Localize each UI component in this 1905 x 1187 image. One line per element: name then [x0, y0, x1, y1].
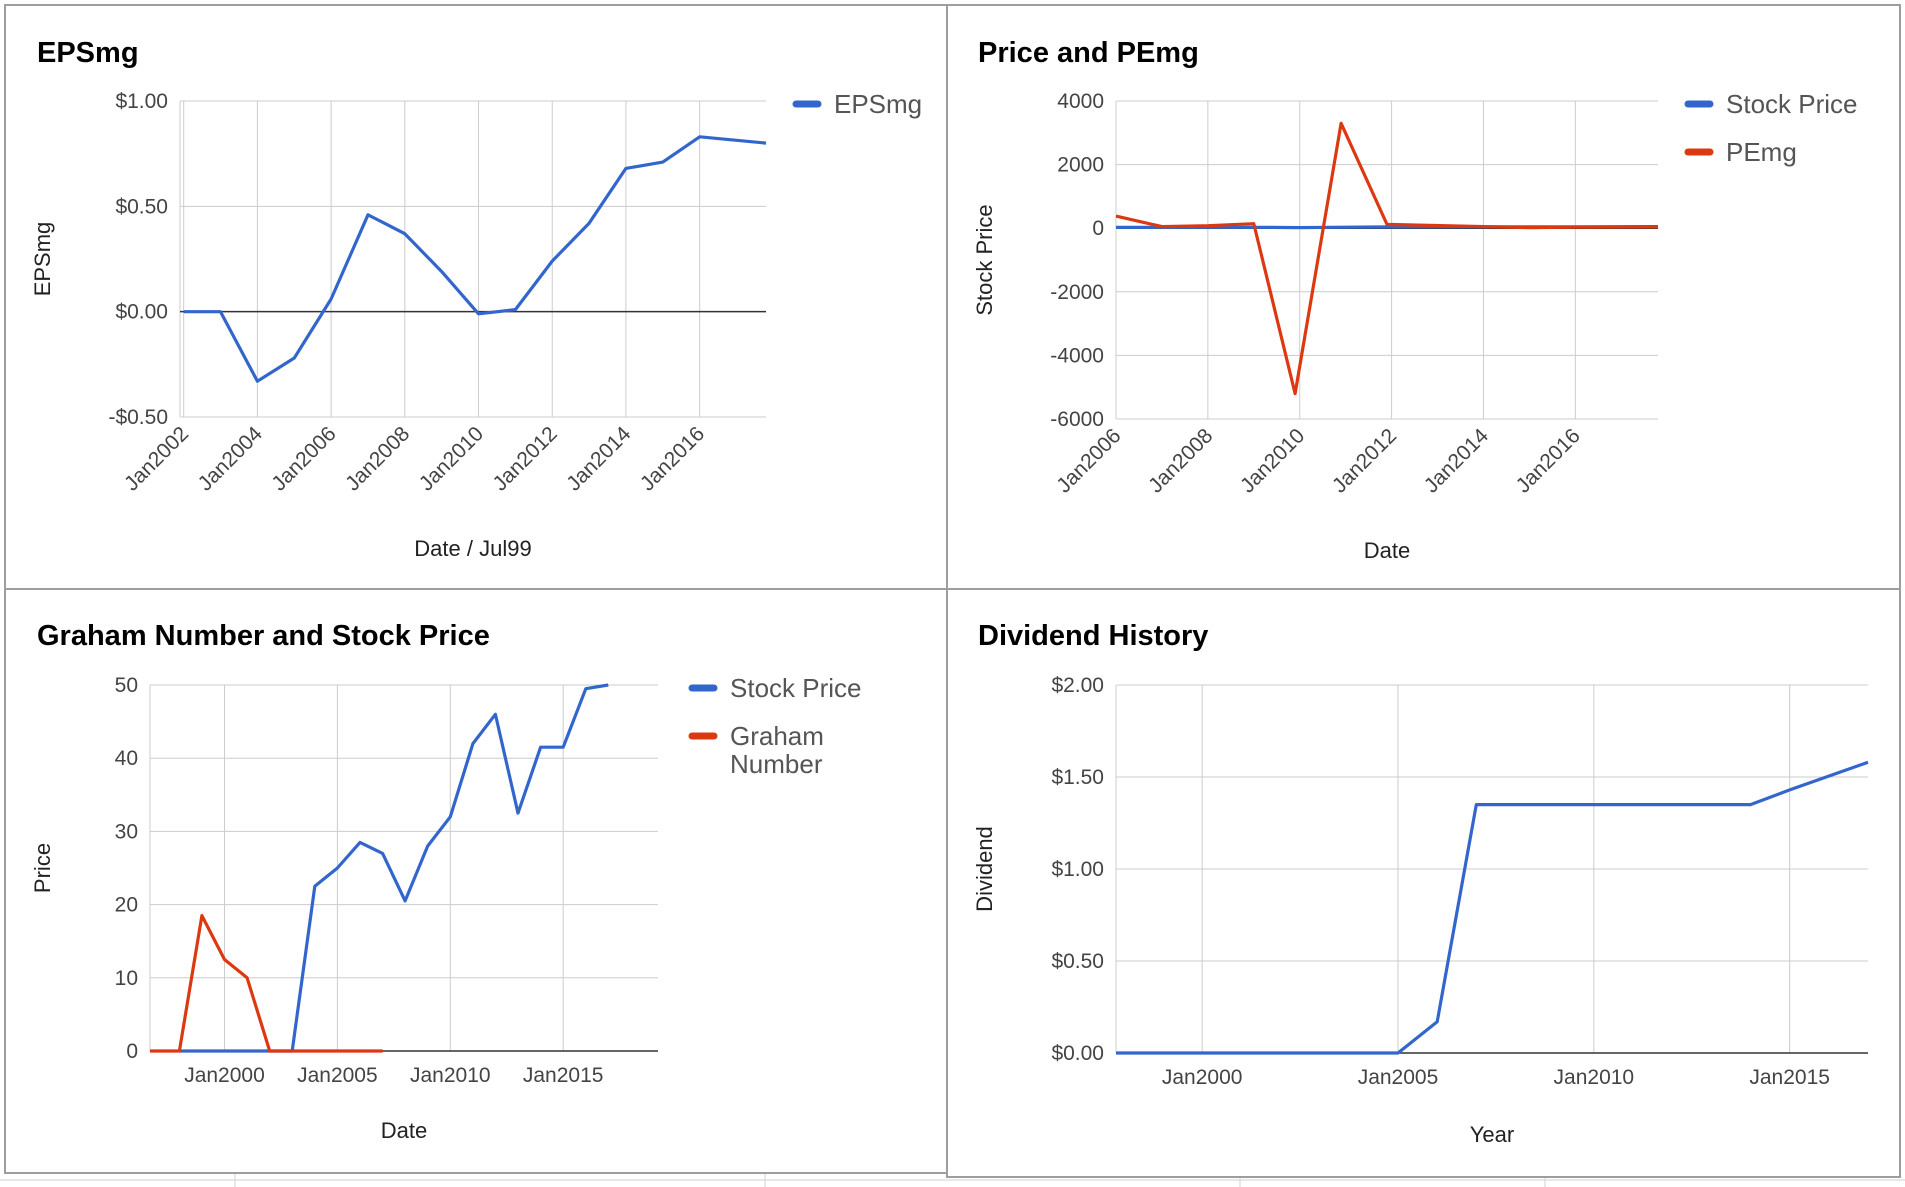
chart-title: EPSmg — [37, 37, 139, 69]
y-tick-label: 10 — [115, 967, 138, 990]
y-tick-label: 20 — [115, 894, 138, 917]
legend-label[interactable]: EPSmg — [834, 89, 922, 119]
x-axis-title: Date / Jul99 — [414, 536, 531, 561]
y-tick-label: 2000 — [1057, 154, 1104, 177]
x-tick-label: Jan2006 — [267, 422, 340, 495]
x-tick-label: Jan2010 — [1236, 424, 1309, 497]
x-tick-label: Jan2015 — [523, 1064, 604, 1087]
x-tick-label: Jan2010 — [415, 422, 488, 495]
chart-title: Price and PEmg — [978, 37, 1199, 69]
series-line-dividend[interactable] — [1116, 760, 1869, 1055]
x-tick-label: Jan2002 — [120, 422, 193, 495]
y-tick-label: $0.50 — [1051, 950, 1104, 973]
y-tick-label: 4000 — [1057, 90, 1104, 113]
y-tick-label: 50 — [115, 674, 138, 697]
chart-graham: Graham Number and Stock Price 0 10 20 30 40 50… — [30, 620, 862, 1143]
y-tick-label: -$0.50 — [108, 406, 168, 429]
x-tick-label: Jan2012 — [489, 422, 562, 495]
y-tick-label: 30 — [115, 820, 138, 843]
x-tick-label: Jan2004 — [194, 422, 267, 495]
y-tick-label: $0.50 — [115, 195, 168, 218]
chart-title: Dividend History — [978, 620, 1208, 652]
x-axis-title: Year — [1470, 1122, 1514, 1147]
y-tick-label: 0 — [126, 1040, 138, 1063]
y-tick-label: $1.00 — [115, 90, 168, 113]
y-tick-label: $1.50 — [1051, 766, 1104, 789]
y-tick-label: $1.00 — [1051, 858, 1104, 881]
chart-dividend: Dividend History $0.00 $0.50 $1.00 $1.50 $2.0… — [972, 620, 1869, 1147]
x-tick-label: Jan2008 — [341, 422, 414, 495]
y-tick-label: $0.00 — [115, 301, 168, 324]
x-tick-label: Jan2010 — [410, 1064, 491, 1087]
x-tick-label: Jan2005 — [297, 1064, 378, 1087]
y-axis-title: EPSmg — [30, 222, 55, 297]
series-line-stock-price[interactable] — [179, 683, 609, 1053]
x-tick-label: Jan2014 — [1420, 424, 1493, 497]
series-line-epsmg[interactable] — [183, 135, 767, 383]
x-tick-label: Jan2000 — [1162, 1066, 1243, 1089]
chart-price-pe: Price and PEmg -6000 -4000 -2000 0 2000 4000 Ja… — [972, 37, 1858, 563]
legend-label[interactable]: Stock Price — [730, 673, 862, 703]
y-axis-title: Dividend — [972, 826, 997, 912]
y-tick-label: 40 — [115, 747, 138, 770]
x-tick-label: Jan2014 — [562, 422, 635, 495]
x-tick-label: Jan2015 — [1749, 1066, 1830, 1089]
x-tick-label: Jan2010 — [1554, 1066, 1635, 1089]
chart-panel-dividend[interactable]: Dividend History $0.00 $0.50 $1.00 $1.50 $2.0… — [946, 588, 1901, 1178]
chart-panel-price-pe[interactable]: Price and PEmg -6000 -4000 -2000 0 2000 4000 Ja… — [946, 4, 1901, 591]
y-axis-title: Stock Price — [972, 204, 997, 315]
legend-label[interactable]: PEmg — [1726, 137, 1797, 167]
chart-panel-eps[interactable]: EPSmg -$0.50 $0.00 $0.50 $1.00 Jan2002 Jan2004… — [4, 4, 948, 591]
x-tick-label: Jan2000 — [184, 1064, 265, 1087]
y-tick-label: 0 — [1092, 217, 1104, 240]
x-tick-label: Jan2008 — [1144, 424, 1217, 497]
x-tick-label: Jan2006 — [1052, 424, 1125, 497]
chart-eps: EPSmg -$0.50 $0.00 $0.50 $1.00 Jan2002 Jan2004… — [30, 37, 922, 561]
x-tick-label: Jan2016 — [636, 422, 709, 495]
y-tick-label: $0.00 — [1051, 1042, 1104, 1065]
y-tick-label: -6000 — [1050, 408, 1104, 431]
legend-label[interactable]: Stock Price — [1726, 89, 1858, 119]
y-tick-label: -2000 — [1050, 281, 1104, 304]
x-axis-title: Date — [1364, 538, 1410, 563]
chart-panel-graham[interactable]: Graham Number and Stock Price 0 10 20 30 40 50… — [4, 588, 948, 1174]
chart-title: Graham Number and Stock Price — [37, 620, 490, 652]
y-tick-label: -4000 — [1050, 344, 1104, 367]
x-axis-title: Date — [381, 1118, 427, 1143]
series-line-graham-number[interactable] — [150, 914, 383, 1053]
y-axis-title: Price — [30, 843, 55, 893]
series-line-pemg[interactable] — [1115, 121, 1659, 396]
y-tick-label: $2.00 — [1051, 674, 1104, 697]
x-tick-label: Jan2012 — [1328, 424, 1401, 497]
x-tick-label: Jan2005 — [1358, 1066, 1439, 1089]
x-tick-label: Jan2016 — [1512, 424, 1585, 497]
legend-label[interactable]: Graham Number — [730, 721, 824, 779]
